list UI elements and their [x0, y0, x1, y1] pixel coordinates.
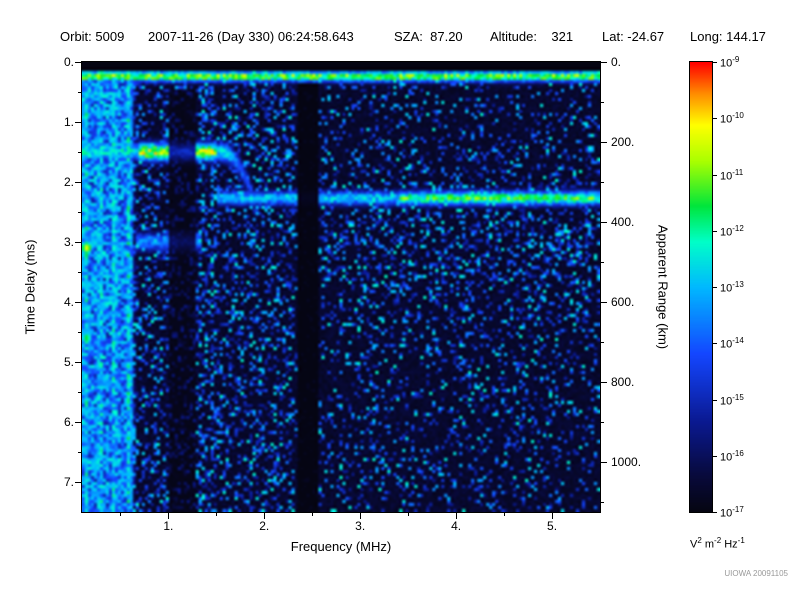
- range-axis-tick: [601, 62, 607, 63]
- watermark: UIOWA 20091105: [724, 569, 788, 578]
- colorbar-tick-label: 10-11: [720, 167, 744, 183]
- y-axis-tick: [75, 242, 81, 243]
- x-axis-tick: [552, 513, 553, 519]
- range-axis-tick: [601, 462, 607, 463]
- range-axis-minor-tick: [601, 262, 604, 263]
- colorbar-tick-label: 10-9: [720, 55, 740, 70]
- y-axis-title-left: Time Delay (ms): [22, 239, 38, 335]
- range-axis-minor-tick: [601, 342, 604, 343]
- y-axis-tick-label: 6.: [63, 415, 74, 429]
- x-axis-tick-label: 1.: [163, 519, 174, 533]
- colorbar-tick: [713, 287, 717, 288]
- header-altitude: Altitude: 321: [490, 29, 574, 44]
- colorbar-tick: [713, 118, 717, 119]
- x-axis-tick-label: 5.: [547, 519, 558, 533]
- colorbar-frame: [689, 61, 713, 513]
- colorbar-canvas: [690, 62, 712, 512]
- x-axis-minor-tick: [120, 513, 121, 516]
- colorbar-tick: [713, 62, 717, 63]
- colorbar-tick-label: 10-13: [720, 280, 744, 295]
- y-axis-minor-tick: [78, 152, 81, 153]
- header-datetime: 2007-11-26 (Day 330) 06:24:58.643: [148, 29, 354, 44]
- y-axis-tick: [75, 362, 81, 363]
- y-axis-tick-label: 5.: [63, 355, 74, 369]
- range-axis-tick-label: 400.: [611, 215, 635, 229]
- header-orbit: Orbit: 5009: [60, 29, 125, 44]
- range-axis-tick-label: 200.: [611, 135, 635, 149]
- colorbar-tick-label: 10-17: [720, 505, 744, 520]
- x-axis-title: Frequency (MHz): [290, 539, 392, 554]
- range-axis-tick: [601, 382, 607, 383]
- y-axis-title-right: Apparent Range (km): [655, 224, 671, 350]
- spectrogram-frame: [81, 61, 601, 513]
- y-axis-minor-tick: [78, 272, 81, 273]
- range-axis-tick-label: 600.: [611, 295, 635, 309]
- colorbar-tick: [713, 175, 717, 176]
- colorbar-tick: [713, 456, 717, 457]
- y-axis-tick: [75, 62, 81, 63]
- header-long: Long: 144.17: [690, 29, 766, 44]
- y-axis-minor-tick: [78, 212, 81, 213]
- range-axis-tick-label: 0.: [611, 55, 622, 69]
- y-axis-tick-label: 2.: [63, 175, 74, 189]
- y-axis-minor-tick: [78, 332, 81, 333]
- x-axis-tick-label: 2.: [259, 519, 270, 533]
- colorbar-tick: [713, 512, 717, 513]
- spectrogram-canvas: [82, 62, 600, 512]
- x-axis-tick: [264, 513, 265, 519]
- y-axis-tick-label: 4.: [63, 295, 74, 309]
- range-axis-tick: [601, 142, 607, 143]
- y-axis-minor-tick: [78, 452, 81, 453]
- range-axis-tick-label: 1000.: [611, 455, 642, 469]
- y-axis-tick-label: 7.: [63, 475, 74, 489]
- y-axis-minor-tick: [78, 92, 81, 93]
- y-axis-tick: [75, 482, 81, 483]
- y-axis-minor-tick: [78, 392, 81, 393]
- range-axis-minor-tick: [601, 422, 604, 423]
- colorbar-tick: [713, 231, 717, 232]
- x-axis-minor-tick: [312, 513, 313, 516]
- range-axis-tick: [601, 222, 607, 223]
- x-axis-tick: [360, 513, 361, 519]
- colorbar-tick: [713, 343, 717, 344]
- x-axis-minor-tick: [504, 513, 505, 516]
- colorbar-tick: [713, 400, 717, 401]
- range-axis-minor-tick: [601, 182, 604, 183]
- colorbar-tick-label: 10-14: [720, 336, 744, 351]
- range-axis-minor-tick: [601, 502, 604, 503]
- header-lat: Lat: -24.67: [602, 29, 665, 44]
- x-axis-tick-label: 3.: [355, 519, 366, 533]
- colorbar-tick-label: 10-10: [720, 111, 744, 126]
- x-axis-tick: [168, 513, 169, 519]
- x-axis-minor-tick: [216, 513, 217, 516]
- y-axis-tick-label: 3.: [63, 235, 74, 249]
- colorbar-tick-label: 10-16: [720, 448, 744, 464]
- y-axis-tick: [75, 302, 81, 303]
- y-axis-tick: [75, 122, 81, 123]
- colorbar-tick-label: 10-15: [720, 392, 744, 408]
- colorbar-units-label: V2 m-2 Hz-1: [690, 536, 745, 551]
- range-axis-tick-label: 800.: [611, 375, 635, 389]
- x-axis-tick-label: 4.: [451, 519, 462, 533]
- x-axis-minor-tick: [408, 513, 409, 516]
- range-axis-minor-tick: [601, 102, 604, 103]
- y-axis-tick: [75, 182, 81, 183]
- y-axis-tick-label: 1.: [63, 115, 74, 129]
- range-axis-tick: [601, 302, 607, 303]
- colorbar-tick-label: 10-12: [720, 223, 744, 239]
- header-sza: SZA: 87.20: [394, 29, 463, 44]
- y-axis-tick: [75, 422, 81, 423]
- y-axis-tick-label: 0.: [63, 55, 74, 69]
- x-axis-tick: [456, 513, 457, 519]
